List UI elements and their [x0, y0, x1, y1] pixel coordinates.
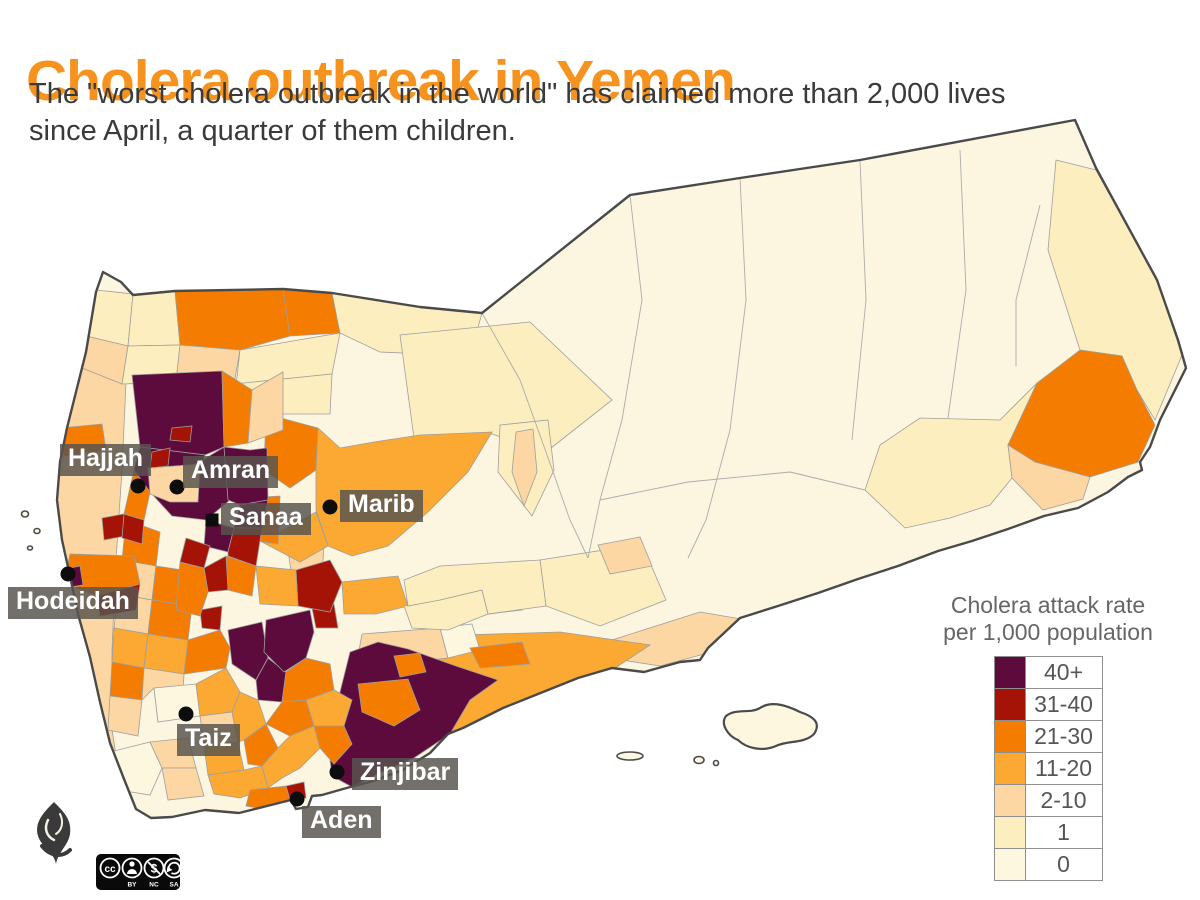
legend-swatch-l11 [993, 752, 1026, 786]
district [169, 425, 193, 443]
city-marker-marib [322, 499, 338, 515]
district [255, 565, 299, 607]
legend-title-line-2: per 1,000 population [943, 619, 1153, 646]
legend-row: 31-40 [993, 688, 1103, 722]
city-marker-zinjibar [329, 764, 345, 780]
district [393, 652, 427, 678]
legend-label: 0 [1024, 848, 1103, 882]
cc-license-badge-icon: cc $ BY NC SA [96, 854, 180, 890]
district-boundary [587, 194, 643, 559]
district [183, 629, 231, 675]
legend-label: 1 [1024, 816, 1103, 850]
city-marker-hodeidah [60, 566, 76, 582]
subtitle-line-2: since April, a quarter of them children. [29, 114, 516, 147]
legend-table: 40+ 31-40 21-30 11-20 2-10 1 0 [993, 656, 1103, 882]
district [341, 575, 409, 615]
district [109, 661, 145, 701]
cc-sa-label: SA [169, 882, 178, 889]
city-label-hajjah: Hajjah [60, 444, 152, 476]
legend-label: 2-10 [1024, 784, 1103, 818]
island-small [616, 751, 644, 761]
district [313, 725, 353, 765]
island-small [712, 759, 720, 767]
city-label-marib: Marib [340, 490, 423, 522]
aljazeera-logo-icon [37, 802, 72, 864]
city-label-sanaa: Sanaa [221, 503, 311, 535]
district-boundary [851, 159, 867, 441]
footer: ALJAZEERA cc $ BY NC SA Source: World He… [0, 790, 1200, 900]
island-small [20, 510, 30, 518]
cc-by-label: BY [127, 882, 137, 889]
city-label-hodeidah: Hodeidah [8, 587, 138, 619]
district-boundary [481, 312, 589, 559]
island-small [33, 527, 41, 535]
city-marker-taiz [178, 706, 194, 722]
island-small [693, 755, 705, 765]
legend-title: Cholera attack rate per 1,000 population [922, 592, 1174, 646]
district [131, 370, 225, 456]
legend-row: 11-20 [993, 752, 1103, 786]
legend-label: 31-40 [1024, 688, 1103, 722]
legend-label: 40+ [1024, 656, 1103, 690]
map-legend: Cholera attack rate per 1,000 population… [922, 592, 1174, 882]
district [282, 288, 341, 337]
district-boundary [599, 471, 866, 501]
svg-text:cc: cc [104, 864, 116, 875]
district [121, 513, 145, 545]
legend-row: 40+ [993, 656, 1103, 690]
legend-swatch-l21 [993, 720, 1026, 754]
legend-row: 2-10 [993, 784, 1103, 818]
district [469, 641, 531, 669]
district-boundary [947, 149, 967, 419]
city-label-taiz: Taiz [177, 724, 240, 756]
district [199, 605, 223, 631]
city-label-amran: Amran [183, 456, 279, 488]
legend-title-line-1: Cholera attack rate [950, 592, 1146, 618]
legend-swatch-l31 [993, 688, 1026, 722]
district [357, 678, 421, 727]
legend-row: 1 [993, 816, 1103, 850]
page-subtitle: The "worst cholera outbreak in the world… [29, 76, 1005, 149]
district [511, 428, 538, 508]
city-label-aden: Aden [302, 806, 381, 838]
legend-swatch-l40 [993, 656, 1026, 690]
city-marker-hajjah [130, 478, 146, 494]
district [247, 371, 284, 444]
district [179, 537, 211, 569]
district-boundary [1015, 204, 1041, 366]
island-socotra [722, 703, 818, 750]
district [107, 695, 143, 737]
district [1007, 444, 1091, 511]
city-label-zinjibar: Zinjibar [352, 758, 459, 790]
subtitle-line-1: The "worst cholera outbreak in the world… [29, 78, 1006, 110]
island-small [26, 545, 34, 551]
legend-row: 21-30 [993, 720, 1103, 754]
district [174, 288, 291, 351]
legend-swatch-l2 [993, 784, 1026, 818]
cc-nc-label: NC [149, 882, 159, 889]
district [143, 633, 189, 675]
country-outline [55, 118, 1188, 820]
district-boundary [687, 177, 747, 559]
city-marker-aden [289, 791, 305, 807]
district [111, 627, 149, 669]
page-title: Cholera outbreak in Yemen [26, 49, 736, 114]
legend-label: 21-30 [1024, 720, 1103, 754]
district [127, 290, 181, 347]
district [403, 559, 547, 615]
district [1007, 349, 1156, 478]
legend-row: 0 [993, 848, 1103, 882]
legend-label: 11-20 [1024, 752, 1103, 786]
capital-marker-sanaa [205, 513, 219, 527]
district [597, 536, 653, 575]
district [161, 767, 205, 801]
city-marker-amran [169, 479, 185, 495]
